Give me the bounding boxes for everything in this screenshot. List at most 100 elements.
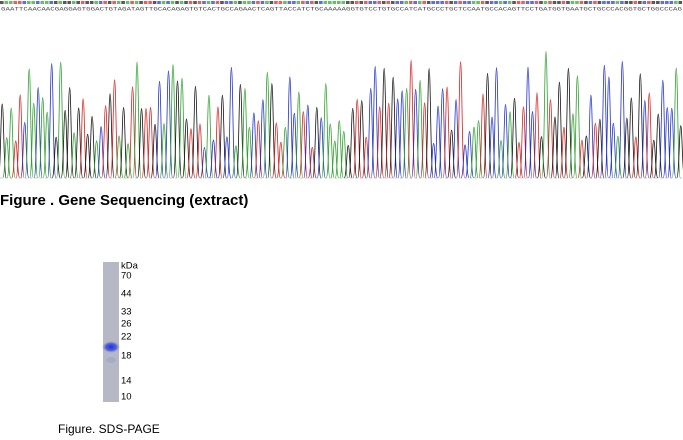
- trace-peak: [298, 111, 308, 179]
- base-bar: [233, 1, 238, 4]
- base-bar: [480, 1, 485, 4]
- trace-peak: [0, 103, 7, 179]
- trace-peak: [528, 111, 537, 179]
- base-bar: [179, 1, 184, 4]
- base-bar: [422, 1, 426, 4]
- base-bar: [674, 1, 678, 4]
- base-bar: [507, 1, 512, 4]
- base-bar: [260, 1, 265, 4]
- base-bar: [575, 1, 579, 4]
- base-bar: [247, 1, 251, 4]
- trace-peak: [2, 137, 12, 179]
- base-bar: [476, 1, 480, 4]
- base-bar: [67, 1, 71, 4]
- trace-peak: [213, 106, 223, 179]
- base-bar: [615, 1, 620, 4]
- base-bar: [143, 1, 148, 4]
- trace-peak: [649, 139, 659, 179]
- trace-peak: [348, 108, 358, 179]
- marker-label: 70: [121, 271, 132, 282]
- trace-peak: [231, 145, 241, 179]
- base-bar: [593, 1, 597, 4]
- trace-peak: [424, 68, 434, 179]
- base-bar: [193, 1, 197, 4]
- base-bar: [58, 1, 63, 4]
- trace-peak: [200, 146, 209, 179]
- base-bar: [121, 1, 125, 4]
- base-bar: [557, 1, 561, 4]
- base-bar: [431, 1, 435, 4]
- base-bar: [53, 1, 58, 4]
- base-bar: [444, 1, 449, 4]
- base-bar: [256, 1, 260, 4]
- trace-peak: [20, 121, 30, 179]
- trace-peak: [119, 107, 129, 179]
- trace-peak: [222, 136, 232, 179]
- base-bar: [530, 1, 534, 4]
- trace-peak: [128, 86, 137, 179]
- base-bar: [161, 1, 166, 4]
- protein-band: [102, 341, 120, 353]
- trace-peak: [123, 143, 133, 179]
- base-bar: [638, 1, 642, 4]
- trace-peak: [429, 142, 439, 179]
- trace-peak: [613, 135, 623, 179]
- base-bar: [390, 1, 395, 4]
- trace-peak: [379, 67, 389, 179]
- base-bar: [341, 1, 346, 4]
- trace-peak: [226, 66, 236, 179]
- base-bar: [328, 1, 332, 4]
- trace-peak: [56, 61, 66, 179]
- base-bar: [301, 1, 305, 4]
- base-bar: [152, 1, 157, 4]
- base-bar: [98, 1, 103, 4]
- base-bar: [395, 1, 400, 4]
- base-bar: [13, 1, 18, 4]
- trace-peak: [581, 135, 591, 179]
- base-bar: [242, 1, 247, 4]
- trace-peak: [586, 94, 596, 179]
- trace-peak: [276, 141, 286, 179]
- trace-peak: [186, 128, 196, 179]
- base-bar: [44, 1, 49, 4]
- base-bar: [125, 1, 130, 4]
- trace-peak: [451, 99, 461, 179]
- base-bar: [220, 1, 224, 4]
- trace-peak: [74, 107, 84, 179]
- trace-peak: [253, 120, 263, 179]
- trace-peak: [523, 66, 533, 179]
- base-bar: [292, 1, 296, 4]
- sequencing-caption: Figure . Gene Sequencing (extract): [0, 192, 248, 209]
- base-bar: [611, 1, 615, 4]
- trace-peak: [141, 108, 151, 179]
- trace-peak: [393, 98, 403, 179]
- trace-peak: [559, 126, 569, 179]
- trace-peak: [289, 112, 299, 179]
- trace-peak: [204, 94, 214, 179]
- trace-peak: [159, 123, 169, 179]
- base-bar: [8, 1, 13, 4]
- chromatogram: [0, 1, 683, 179]
- trace-peak: [402, 87, 412, 179]
- base-bar: [534, 1, 539, 4]
- base-bar: [166, 1, 170, 4]
- gel-caption: Figure. SDS-PAGE: [58, 422, 160, 436]
- gel-lane: [103, 262, 119, 402]
- base-bar: [413, 1, 417, 4]
- base-bar: [417, 1, 422, 4]
- base-bar: [319, 1, 323, 4]
- base-bar: [184, 1, 188, 4]
- base-bar: [620, 1, 624, 4]
- base-bar: [399, 1, 404, 4]
- base-bar: [498, 1, 503, 4]
- base-bar: [633, 1, 638, 4]
- base-bar: [31, 1, 36, 4]
- base-bar: [130, 1, 134, 4]
- trace-peak: [258, 99, 268, 179]
- base-bar: [485, 1, 489, 4]
- base-bar: [49, 1, 54, 4]
- marker-label: 33: [121, 307, 132, 318]
- base-bar: [467, 1, 471, 4]
- trace-peak: [469, 126, 479, 179]
